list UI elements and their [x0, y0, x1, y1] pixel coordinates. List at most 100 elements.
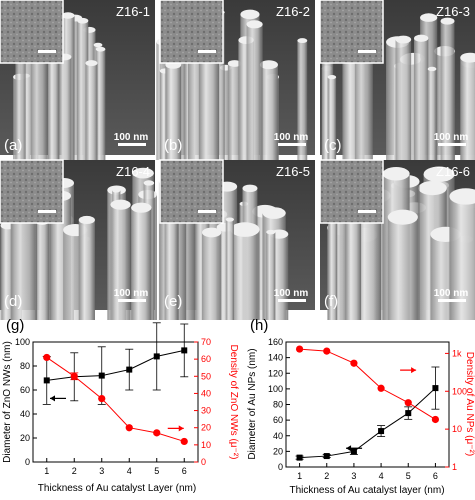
panel-letter: (c)	[324, 137, 342, 154]
chart-h: (h) Diameter of Au NPs (nm) Density of A…	[247, 317, 475, 496]
sem-panel-b: Z16-2 (b) 100 nm	[156, 0, 315, 161]
inset-image	[319, 159, 384, 224]
sample-label: Z16-3	[436, 4, 470, 19]
y-axis-label-right: Density of Au NPs (μ⁻²)	[464, 352, 475, 456]
x-axis-label: Thickness of Au catalyst layer (nm)	[289, 485, 444, 496]
x-tick-label: 6	[433, 471, 438, 481]
nanowire	[354, 38, 373, 160]
sem-panel-c: Z16-3 (c) 100 nm	[319, 0, 475, 161]
nanowire	[201, 232, 222, 320]
x-tick-label: 4	[127, 466, 132, 476]
y-tick-label-left: 0	[278, 462, 283, 472]
data-point	[350, 448, 357, 455]
nanowire	[131, 207, 152, 320]
data-point	[323, 347, 331, 355]
inset-scale-bar	[358, 50, 376, 53]
y-tick-label-left: 140	[268, 353, 283, 363]
data-point	[295, 345, 304, 353]
nanowire-tip	[201, 227, 222, 238]
panel-letter-h: (h)	[250, 317, 268, 334]
nanowire	[246, 24, 263, 160]
y-tick-label-left: 0	[25, 457, 30, 467]
inset-image	[0, 159, 64, 224]
panel-letter: (d)	[4, 293, 22, 310]
x-tick-label: 2	[72, 466, 77, 476]
y-tick-label-right: 20	[201, 423, 211, 433]
nanowire-tip	[85, 60, 98, 67]
x-tick-label: 4	[379, 471, 384, 481]
y-tick-label-left: 60	[273, 415, 283, 425]
panel-letter-g: (g)	[6, 317, 24, 334]
scale-bar	[118, 143, 146, 146]
data-point	[98, 372, 105, 379]
nanowire	[395, 39, 412, 161]
y-tick-label-left: 120	[268, 368, 283, 378]
y-tick-label-left: 20	[20, 433, 30, 443]
nanowire-tip	[143, 180, 155, 186]
nanowire-tip	[227, 60, 242, 67]
scale-bar	[278, 143, 306, 146]
y-tick-label-right: 1k	[452, 348, 462, 358]
nanowire	[110, 204, 131, 320]
data-point	[378, 428, 385, 435]
nanowire-tip	[230, 222, 260, 237]
scale-bar	[278, 299, 306, 302]
nanowire-tip	[225, 217, 235, 222]
data-point	[180, 437, 188, 446]
nanowire	[198, 48, 220, 161]
inset-scale-bar	[38, 50, 56, 53]
series-line	[46, 349, 185, 381]
nanowire	[219, 67, 232, 160]
nanowire-tip	[131, 202, 152, 213]
nanowire-tip	[77, 17, 89, 24]
y-tick-label-left: 40	[273, 431, 283, 441]
inset-scale-bar	[358, 210, 376, 213]
y-axis-label-left: Diameter of ZnO NWs (nm)	[2, 341, 13, 463]
nanowire-tip	[240, 9, 260, 20]
sem-panel-a: Z16-1 (a) 100 nm	[0, 0, 155, 161]
scale-bar-label: 100 nm	[434, 132, 469, 143]
nanowire	[322, 43, 334, 160]
nanowire-tip	[132, 167, 154, 179]
sem-panel-d: Z16-4 (d) 100 nm	[0, 159, 157, 320]
nanowire	[427, 68, 437, 160]
nanowire	[159, 70, 171, 160]
nanowire	[85, 63, 98, 160]
x-tick-label: 5	[154, 466, 159, 476]
nanowire	[414, 38, 429, 161]
series-line	[46, 357, 185, 442]
y-tick-label-right: 60	[201, 354, 211, 364]
axis-arrow-head	[346, 445, 352, 452]
data-point	[43, 377, 50, 384]
nanowire-tip	[110, 199, 131, 210]
nanowire	[460, 57, 475, 160]
nanowire	[57, 57, 72, 161]
x-tick-label: 6	[182, 466, 187, 476]
nanowire	[227, 63, 242, 161]
nanowire	[297, 40, 308, 160]
data-point	[98, 394, 106, 403]
y-tick-label-left: 80	[273, 400, 283, 410]
nanowire-tip	[112, 188, 121, 193]
nanowire	[440, 21, 455, 161]
y-tick-label-left: 100	[268, 384, 283, 394]
nanowire	[15, 41, 26, 161]
nanowire-tip	[95, 46, 106, 52]
nanowire-tip	[382, 166, 410, 181]
scale-bar	[118, 299, 146, 302]
nanowire	[47, 15, 60, 160]
scale-bar-label: 100 nm	[274, 132, 309, 143]
data-point	[43, 353, 51, 362]
data-point	[126, 366, 133, 373]
axis-arrow-head	[178, 425, 184, 432]
nanowire-tip	[427, 66, 437, 72]
y-tick-label-right: 50	[201, 371, 211, 381]
nanowire	[34, 221, 50, 320]
y-tick-label-left: 20	[273, 446, 283, 456]
nanowire	[77, 20, 89, 160]
nanowire-tip	[262, 207, 286, 219]
y-tick-label-left: 40	[20, 409, 30, 419]
data-point	[431, 415, 440, 424]
x-tick-label: 2	[324, 471, 329, 481]
